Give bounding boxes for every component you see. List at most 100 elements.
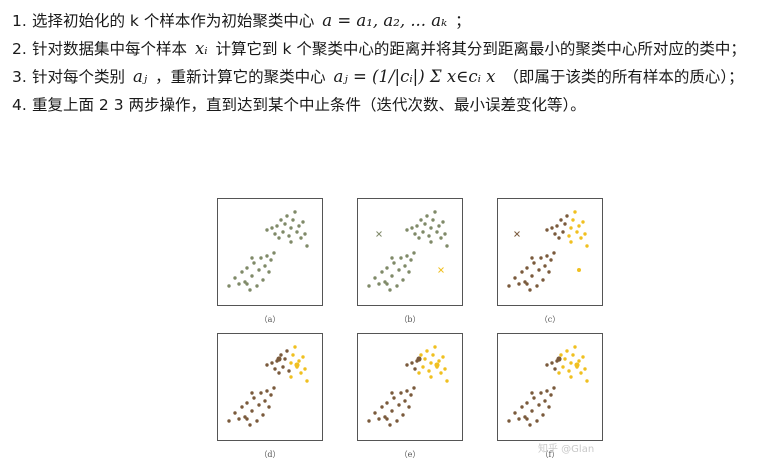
data-point [429, 226, 433, 230]
data-point [421, 230, 425, 234]
data-point [395, 419, 399, 423]
data-point [272, 386, 276, 390]
centroid-formula: aⱼ = (1/|cᵢ|) Σ x∈cᵢ x [333, 67, 496, 86]
data-point [520, 270, 524, 274]
plot-frame [497, 198, 603, 306]
data-point [419, 353, 423, 357]
data-point [240, 270, 244, 274]
data-point [445, 244, 449, 248]
data-point [367, 419, 371, 423]
data-point [267, 405, 271, 409]
data-point [421, 365, 425, 369]
data-point [237, 417, 241, 421]
data-point [520, 405, 524, 409]
cluster-center [294, 362, 300, 368]
panel-caption: （c） [539, 315, 561, 324]
data-point [579, 371, 583, 375]
data-point [530, 391, 534, 395]
data-point [401, 413, 405, 417]
data-point [513, 411, 517, 415]
data-point [429, 375, 433, 379]
step-text: 针对数据集中每个样本 [32, 40, 188, 58]
data-point [528, 288, 532, 292]
data-point [541, 278, 545, 282]
data-point [545, 254, 549, 258]
data-point [530, 274, 534, 278]
data-point [545, 363, 549, 367]
data-point [261, 278, 265, 282]
data-point [261, 413, 265, 417]
data-point [281, 230, 285, 234]
initial-center-marker [438, 267, 444, 273]
data-point [403, 399, 407, 403]
step-tail: （即属于该类的所有样本的质心）； [503, 68, 744, 86]
data-point [257, 268, 261, 272]
data-point [405, 228, 409, 232]
scatter-plot [367, 345, 449, 427]
data-point [532, 261, 536, 265]
data-point [293, 210, 297, 214]
scatter-plot [227, 345, 309, 427]
data-point [513, 276, 517, 280]
data-point [549, 258, 553, 262]
data-point [245, 266, 249, 270]
data-point [305, 244, 309, 248]
data-point [227, 419, 231, 423]
data-point [547, 270, 551, 274]
data-point [573, 210, 577, 214]
data-point [388, 423, 392, 427]
data-point [395, 284, 399, 288]
data-point [579, 236, 583, 240]
data-point [559, 218, 563, 222]
data-point [431, 353, 435, 357]
data-point [397, 403, 401, 407]
data-point [392, 396, 396, 400]
data-point [577, 224, 581, 228]
formula: aⱼ [132, 67, 148, 86]
data-point [380, 405, 384, 409]
data-point [377, 282, 381, 286]
step-number: 1. [12, 12, 27, 30]
initial-center-marker [514, 231, 520, 237]
data-point [410, 226, 414, 230]
data-point [240, 405, 244, 409]
step-tail: ； [455, 12, 471, 30]
data-point [429, 240, 433, 244]
data-point [250, 274, 254, 278]
data-point [439, 236, 443, 240]
data-point [517, 282, 521, 286]
data-point [585, 244, 589, 248]
data-point [550, 361, 554, 365]
data-point [443, 232, 447, 236]
data-point [403, 264, 407, 268]
data-point [390, 274, 394, 278]
data-point [390, 391, 394, 395]
scatter-plot [367, 210, 449, 292]
data-point [571, 218, 575, 222]
cluster-center [574, 362, 580, 368]
data-point [405, 254, 409, 258]
data-point [399, 391, 403, 395]
panel-caption: （f） [540, 450, 560, 459]
data-point [299, 371, 303, 375]
data-point [415, 224, 419, 228]
data-point [583, 367, 587, 371]
data-point [575, 230, 579, 234]
cluster-center [276, 356, 282, 362]
data-point [305, 379, 309, 383]
data-point [367, 284, 371, 288]
data-point [272, 251, 276, 255]
data-point [248, 288, 252, 292]
cluster-center [556, 356, 562, 362]
cluster-center [434, 362, 440, 368]
data-point [270, 226, 274, 230]
data-point [525, 401, 529, 405]
data-point [549, 393, 553, 397]
data-point [279, 353, 283, 357]
data-point [429, 361, 433, 365]
formula: xᵢ [194, 39, 208, 58]
data-point [423, 222, 427, 226]
data-point [265, 254, 269, 258]
data-point [581, 355, 585, 359]
data-point [385, 282, 389, 286]
